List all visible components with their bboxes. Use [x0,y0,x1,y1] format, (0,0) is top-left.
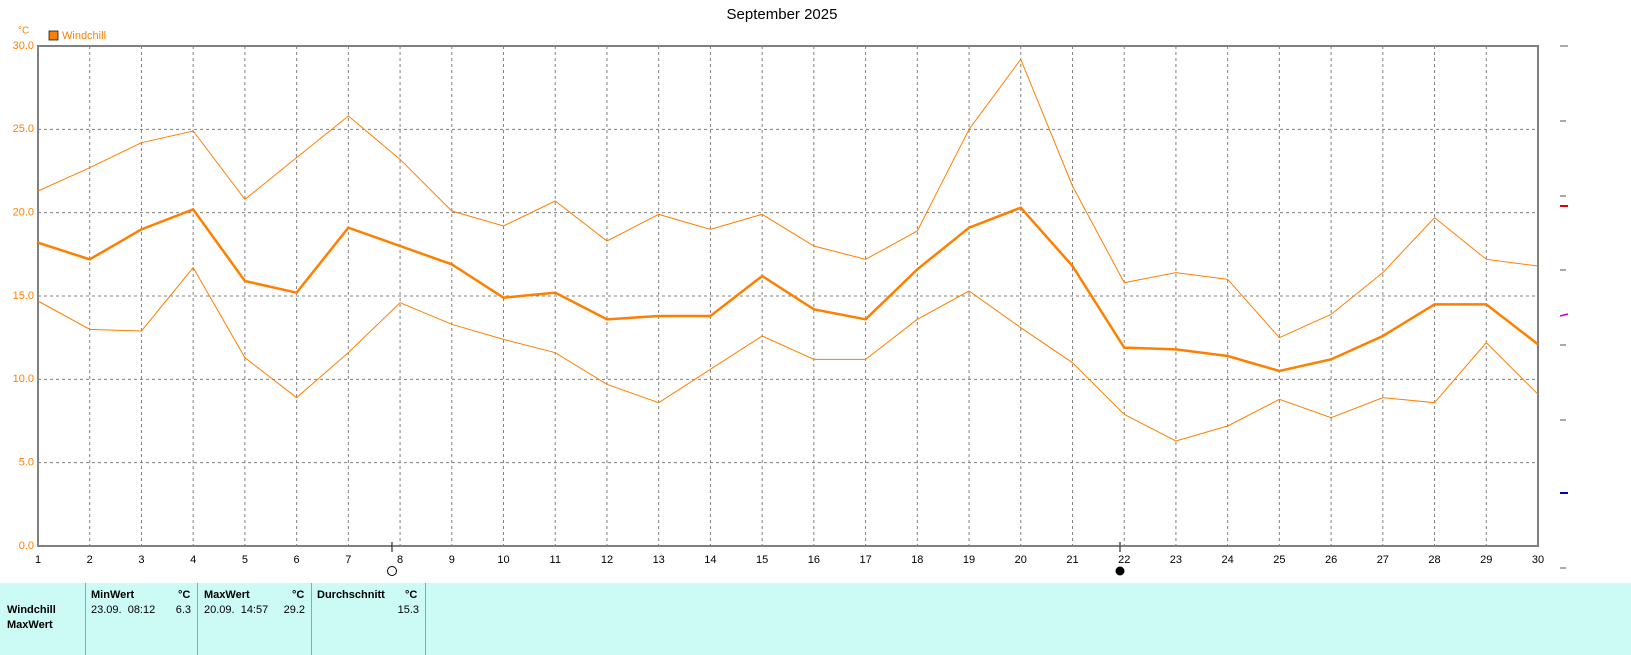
x-tick-label: 9 [449,554,455,566]
row-label: MaxWert [7,619,53,631]
header: °C [292,589,305,601]
x-tick-label: 13 [653,554,665,566]
x-tick-label: 27 [1377,554,1389,566]
x-tick-label: 3 [138,554,144,566]
header: °C [178,589,191,601]
x-tick-label: 25 [1273,554,1285,566]
x-tick-label: 19 [963,554,975,566]
stats-table: MinWert °C MaxWert °C Durchschnitt °C Wi… [0,583,1631,655]
x-tick-label: 11 [550,554,561,566]
x-tick-label: 2 [87,554,93,566]
cell: 15.3 [397,604,419,616]
header: °C [405,589,418,601]
y-tick-label: 20.0 [13,207,34,219]
x-tick-label: 26 [1325,554,1337,566]
new-moon [1115,566,1125,576]
cell: 20.09. 14:57 [204,604,269,616]
legend-swatch [48,30,59,41]
line-low [37,266,1539,442]
col-line [197,583,198,655]
col-line [311,583,312,655]
x-tick-label: 24 [1222,554,1234,566]
x-tick-label: 29 [1480,554,1492,566]
x-tick-label: 4 [190,554,196,566]
x-tick-label: 1 [35,554,41,566]
x-tick-label: 10 [497,554,509,566]
right-markers [1559,45,1569,569]
x-tick-label: 18 [911,554,923,566]
cell: 23.09. 08:12 [91,604,156,616]
x-tick-label: 12 [601,554,613,566]
y-tick-label: 10.0 [13,373,34,385]
col-line [425,583,426,655]
x-tick-label: 15 [756,554,768,566]
y-tick-label: 0.0 [19,540,34,552]
y-tick-label: 15.0 [13,290,34,302]
x-tick-label: 20 [1015,554,1027,566]
y-tick-label: 30.0 [13,40,34,52]
x-tick-label: 16 [808,554,820,566]
full-moon [387,566,397,576]
header: Durchschnitt [317,589,385,601]
y-unit: °C [18,26,29,37]
legend-label: Windchill [62,30,106,42]
cell: 29.2 [283,604,305,616]
x-tick-label: 30 [1532,554,1544,566]
col-line [85,583,86,655]
chart: September 2025 °C 0.0 5.0 10.0 15.0 20.0 25.0… [13,6,1569,576]
line-values [37,206,1539,373]
x-tick-label: 23 [1170,554,1182,566]
x-tick-label: 14 [704,554,716,566]
x-tick-label: 7 [345,554,351,566]
row-label: Windchill [7,604,56,616]
chart-title: September 2025 [727,6,838,23]
line-high [37,58,1539,339]
y-tick-label: 25.0 [13,123,34,135]
x-tick-label: 21 [1066,554,1078,566]
x-tick-label: 17 [859,554,871,566]
x-tick-label: 6 [294,554,300,566]
x-tick-label: 22 [1118,554,1130,566]
x-tick-label: 28 [1428,554,1440,566]
cell: 6.3 [175,604,191,616]
x-tick-label: 5 [242,554,248,566]
header: MinWert [91,589,135,601]
header: MaxWert [204,589,250,601]
x-tick-label: 8 [397,554,403,566]
y-tick-label: 5.0 [19,457,34,469]
